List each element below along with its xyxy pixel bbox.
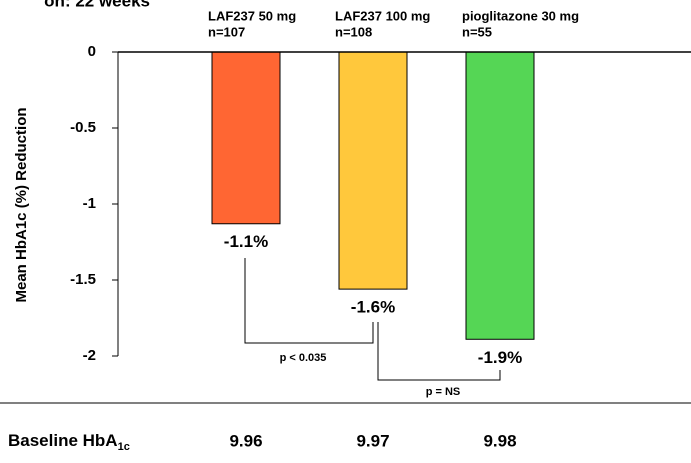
n-label: n=107 <box>208 24 245 39</box>
baseline-label-main: Baseline HbA <box>8 431 118 450</box>
annotation: p = NS <box>426 386 461 398</box>
n-label: n=108 <box>335 24 372 39</box>
x-tick-label: LAF237 100 mg <box>335 8 430 23</box>
x-tick-label: pioglitazone 30 mg <box>462 8 579 23</box>
baseline-value: 9.98 <box>483 431 516 450</box>
n-label: n=55 <box>462 24 492 39</box>
baseline-label: Baseline HbA1c <box>8 431 130 452</box>
value-label: -1.1% <box>224 232 268 251</box>
bar <box>211 51 281 225</box>
y-tick-label: 0 <box>88 43 96 60</box>
chart-title: on: 22 weeks <box>44 0 150 10</box>
baseline-label-sub: 1c <box>118 441 130 453</box>
bracket <box>377 322 501 381</box>
y-tick-label: -2 <box>83 347 96 364</box>
baseline-value: 9.96 <box>229 431 262 450</box>
y-tick-label: -1.5 <box>70 271 96 288</box>
bracket <box>244 258 374 344</box>
bar <box>465 51 535 340</box>
x-tick-label: LAF237 50 mg <box>208 8 296 23</box>
value-label: -1.9% <box>478 348 522 367</box>
bar <box>338 51 408 290</box>
baseline-value: 9.97 <box>356 431 389 450</box>
annotation: p < 0.035 <box>280 352 327 364</box>
y-axis-label: Mean HbA1c (%) Reduction <box>13 107 30 302</box>
y-tick-label: -0.5 <box>70 119 96 136</box>
y-tick-label: -1 <box>83 195 96 212</box>
value-label: -1.6% <box>351 298 395 317</box>
